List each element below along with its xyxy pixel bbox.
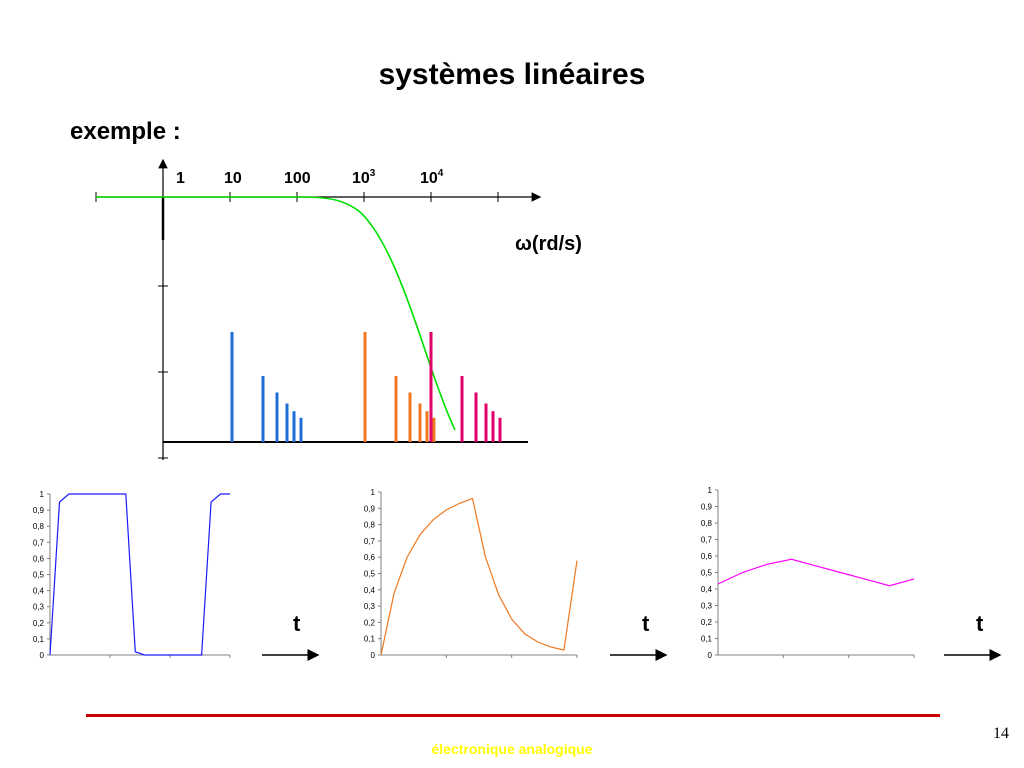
y-tick-label: 0,3: [364, 602, 376, 611]
y-tick-label: 0,6: [33, 554, 45, 563]
y-tick-label: 0,1: [33, 635, 45, 644]
freq-tick-label: 104: [420, 168, 444, 187]
freq-tick-label: 10: [224, 170, 242, 187]
y-tick-label: 0,1: [701, 635, 713, 644]
footer-divider: [86, 714, 940, 717]
y-tick-label: 0,9: [33, 506, 45, 515]
time-label: t: [642, 611, 650, 636]
y-tick-label: 0,5: [701, 569, 713, 578]
gain-curve: [96, 196, 456, 431]
y-tick-label: 1: [40, 490, 45, 499]
square-wave-chart: 0 0,1 0,2 0,3 0,4 0,5 0,6 0,7 0,8 0,9 1: [33, 490, 231, 660]
signal-curve: [380, 497, 578, 656]
slide-subtitle: exemple :: [70, 118, 181, 145]
y-tick-label: 0: [371, 651, 376, 660]
y-tick-label: 1: [371, 488, 376, 497]
spectrum-lines: [230, 332, 502, 442]
y-tick-label: 0,2: [701, 618, 713, 627]
y-tick-label: 0,4: [33, 587, 45, 596]
triangle-response-chart: 0 0,1 0,2 0,3 0,4 0,5 0,6 0,7 0,8 0,9 1: [701, 486, 915, 660]
footer-text: électronique analogique: [431, 741, 593, 757]
y-tick-label: 0,5: [33, 571, 45, 580]
y-tick-label: 0,8: [701, 519, 713, 528]
y-tick-label: 0,9: [364, 504, 376, 513]
y-tick-label: 0,3: [701, 602, 713, 611]
y-tick-label: 0: [40, 651, 45, 660]
y-tick-label: 0,8: [364, 521, 376, 530]
time-label: t: [976, 611, 984, 636]
y-tick-label: 0,1: [364, 635, 376, 644]
y-tick-label: 0: [708, 651, 713, 660]
y-tick-label: 0,3: [33, 603, 45, 612]
y-tick-label: 1: [708, 486, 713, 495]
y-tick-label: 0,2: [33, 619, 45, 628]
signal-curve: [49, 493, 230, 656]
freq-tick-label: 103: [352, 168, 376, 187]
y-tick-label: 0,9: [701, 503, 713, 512]
y-tick-label: 0,4: [701, 585, 713, 594]
y-tick-label: 0,2: [364, 618, 376, 627]
y-tick-label: 0,7: [701, 536, 713, 545]
y-tick-label: 0,6: [364, 553, 376, 562]
y-tick-label: 0,5: [364, 570, 376, 579]
y-tick-label: 0,7: [33, 538, 45, 547]
page-number: 14: [993, 725, 1009, 742]
rc-response-chart: 0 0,1 0,2 0,3 0,4 0,5 0,6 0,7 0,8 0,9 1: [364, 488, 578, 660]
bode-axes: [95, 158, 542, 460]
y-tick-label: 0,4: [364, 586, 376, 595]
time-label: t: [293, 611, 301, 636]
y-tick-label: 0,8: [33, 522, 45, 531]
omega-axis-label: ω(rd/s): [515, 233, 582, 255]
freq-tick-label: 1: [176, 170, 185, 187]
slide-title: systèmes linéaires: [378, 58, 646, 91]
y-tick-label: 0,7: [364, 537, 376, 546]
freq-tick-label: 100: [284, 170, 311, 187]
y-tick-label: 0,6: [701, 552, 713, 561]
signal-curve: [717, 558, 915, 587]
